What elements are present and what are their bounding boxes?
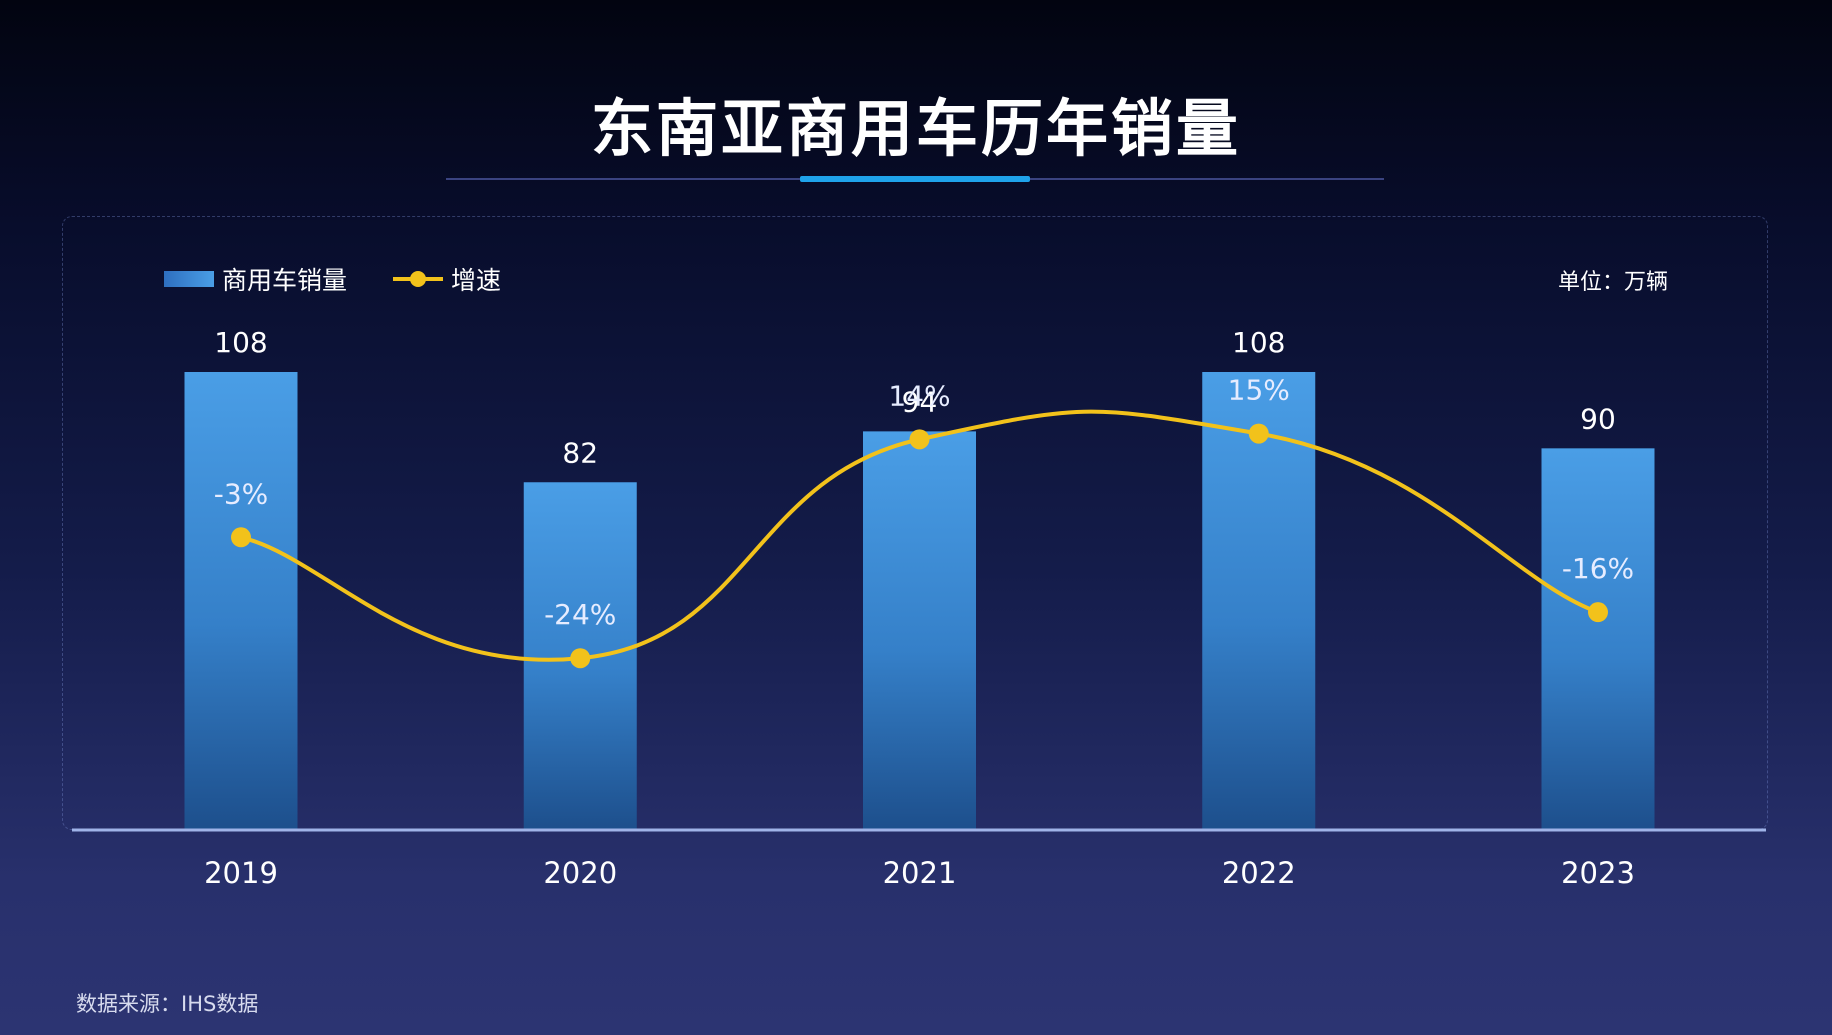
unit-label: 单位：万辆 [1557, 270, 1668, 295]
x-tick-2020: 2020 [543, 856, 617, 890]
legend-label-growth: 增速 [451, 266, 502, 295]
legend-item-sales[interactable]: 商用车销量 [164, 261, 347, 297]
bar-2022 [1202, 372, 1316, 830]
legend-item-growth[interactable]: 增速 [347, 261, 501, 297]
bar-label-2023: 90 [1580, 402, 1616, 435]
growth-label-2022: 15% [1228, 374, 1290, 407]
growth-point-2019 [231, 527, 251, 548]
legend-line-swatch-icon [393, 271, 444, 287]
legend: 商用车销量 增速 [164, 262, 501, 296]
growth-label-2023: -16% [1562, 552, 1634, 585]
bar-label-2021: 94 [902, 385, 938, 418]
title-underline-accent [800, 176, 1030, 182]
growth-line [240, 409, 1599, 662]
growth-label-2019: -3% [214, 477, 269, 510]
growth-point-2020 [570, 648, 591, 669]
data-source: 数据来源：IHS数据 [76, 992, 259, 1016]
bar-label-2019: 108 [214, 326, 267, 359]
growth-label-2020: -24% [544, 598, 616, 631]
legend-label-sales: 商用车销量 [222, 266, 348, 295]
x-tick-2023: 2023 [1561, 856, 1635, 890]
x-tick-2019: 2019 [204, 856, 278, 890]
x-tick-2021: 2021 [883, 856, 957, 890]
chart-title: 东南亚商用车历年销量 [590, 92, 1241, 165]
bar-2023 [1541, 448, 1655, 830]
bar-2019 [184, 372, 298, 830]
bar-label-2022: 108 [1232, 326, 1285, 359]
growth-label-2021: 14% [888, 379, 950, 412]
growth-point-2022 [1248, 423, 1269, 444]
bar-2021 [863, 431, 976, 830]
x-tick-2022: 2022 [1222, 856, 1296, 890]
bar-label-2020: 82 [562, 436, 598, 469]
growth-point-2021 [909, 429, 930, 450]
growth-point-2023 [1588, 602, 1608, 623]
legend-bar-swatch-icon [164, 271, 214, 287]
